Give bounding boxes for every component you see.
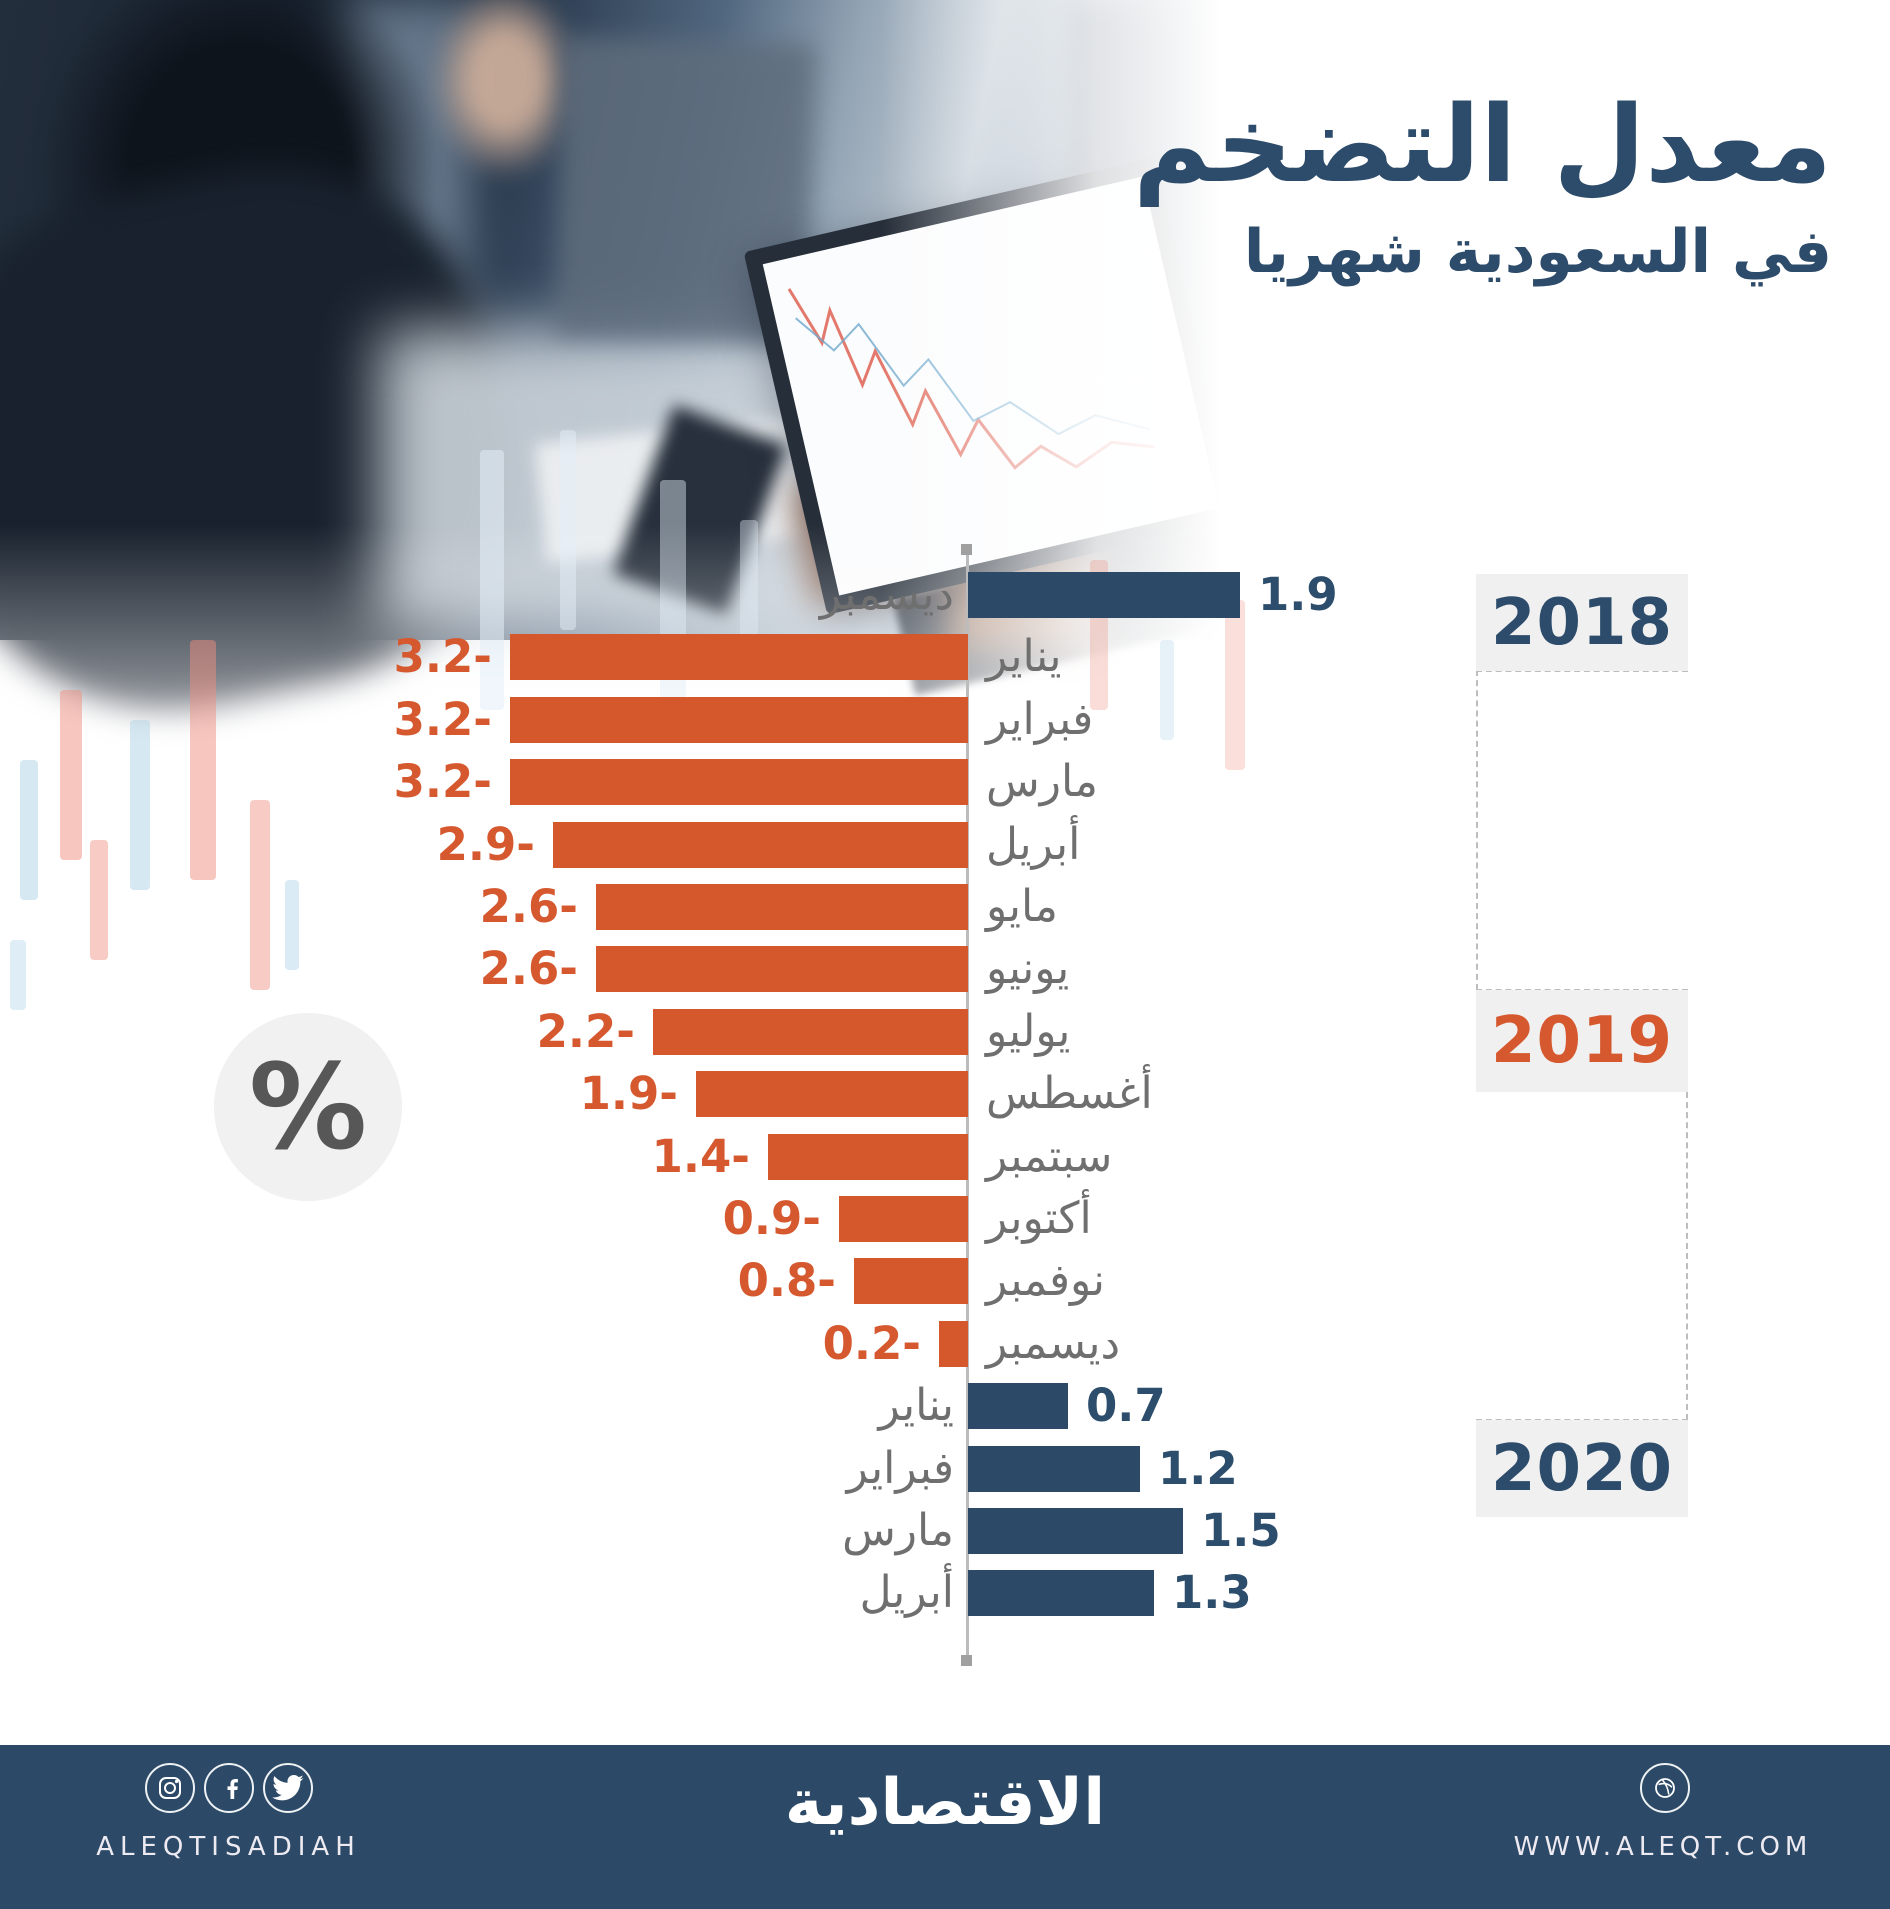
month-label: فبراير bbox=[986, 694, 1094, 745]
month-label: مارس bbox=[842, 1505, 954, 1556]
value-label: 0.7 bbox=[1086, 1379, 1166, 1432]
candlestick-decoration bbox=[660, 480, 686, 720]
month-label: ديسمبر bbox=[819, 569, 954, 620]
month-label: سبتمبر bbox=[986, 1131, 1113, 1182]
title-block: معدل التضخم في السعودية شهريا bbox=[1133, 83, 1832, 287]
year-label: 2020 bbox=[1490, 1431, 1674, 1506]
value-label: 1.2 bbox=[1158, 1442, 1238, 1495]
facebook-icon bbox=[204, 1763, 254, 1813]
year-chip-2020: 2020 bbox=[1476, 1420, 1688, 1517]
inflation-bar bbox=[510, 697, 968, 743]
value-label: 0.2- bbox=[822, 1317, 921, 1370]
axis-cap-bottom bbox=[961, 1655, 972, 1666]
inflation-bar bbox=[510, 634, 968, 680]
inflation-bar bbox=[968, 1383, 1068, 1429]
instagram-icon bbox=[145, 1763, 195, 1813]
brand-logo: الاقتصادية bbox=[784, 1766, 1106, 1840]
year-rail-dash bbox=[1476, 670, 1478, 990]
month-label: أكتوبر bbox=[986, 1193, 1092, 1244]
percent-symbol: % bbox=[248, 1038, 368, 1176]
candlestick-decoration bbox=[130, 720, 150, 890]
value-label: 3.2- bbox=[393, 693, 492, 746]
year-chip-2018: 2018 bbox=[1476, 574, 1688, 671]
inflation-bar bbox=[968, 1508, 1183, 1554]
month-label: يناير bbox=[878, 1380, 954, 1431]
candlestick-decoration bbox=[480, 450, 504, 710]
year-rail-dash bbox=[1476, 670, 1688, 672]
value-label: 1.5 bbox=[1201, 1504, 1281, 1557]
candlestick-decoration bbox=[1160, 640, 1174, 740]
inflation-bar bbox=[968, 1446, 1140, 1492]
month-label: يوليو bbox=[986, 1006, 1071, 1057]
value-label: 1.4- bbox=[651, 1130, 750, 1183]
candlestick-decoration bbox=[285, 880, 299, 970]
month-label: نوفمبر bbox=[986, 1255, 1106, 1306]
inflation-bar bbox=[653, 1009, 968, 1055]
page-subtitle: في السعودية شهريا bbox=[1243, 216, 1832, 287]
month-label: أبريل bbox=[859, 1567, 954, 1618]
candlestick-decoration bbox=[60, 690, 82, 860]
page-title: معدل التضخم bbox=[1133, 83, 1832, 206]
inflation-bar bbox=[696, 1071, 968, 1117]
month-label: يونيو bbox=[986, 943, 1070, 994]
dribbble-icon bbox=[1640, 1763, 1690, 1813]
value-label: 2.9- bbox=[436, 818, 535, 871]
inflation-bar bbox=[510, 759, 968, 805]
value-label: 3.2- bbox=[393, 630, 492, 683]
year-rail-dash bbox=[1686, 1092, 1688, 1420]
month-label: يناير bbox=[986, 631, 1062, 682]
month-label: أغسطس bbox=[986, 1068, 1153, 1119]
hero-photo bbox=[0, 0, 1260, 1050]
candlestick-decoration bbox=[190, 640, 216, 880]
value-label: 2.6- bbox=[479, 880, 578, 933]
inflation-bar bbox=[768, 1134, 968, 1180]
inflation-bar bbox=[968, 1570, 1154, 1616]
month-label: مايو bbox=[986, 881, 1058, 932]
month-label: فبراير bbox=[846, 1443, 954, 1494]
value-label: 0.8- bbox=[737, 1254, 836, 1307]
year-chip-2019: 2019 bbox=[1476, 990, 1688, 1092]
value-label: 1.9- bbox=[579, 1067, 678, 1120]
twitter-icon bbox=[263, 1763, 313, 1813]
candlestick-decoration bbox=[560, 430, 576, 630]
inflation-bar bbox=[968, 572, 1240, 618]
candlestick-decoration bbox=[10, 940, 26, 1010]
value-label: 1.9 bbox=[1258, 568, 1338, 621]
candlestick-decoration bbox=[250, 800, 270, 990]
year-label: 2018 bbox=[1490, 585, 1674, 660]
inflation-bar bbox=[854, 1258, 968, 1304]
social-handle: ALEQTISADIAH bbox=[96, 1832, 361, 1862]
axis-cap-top bbox=[961, 544, 972, 555]
candlestick-decoration bbox=[90, 840, 108, 960]
footer-bar: ALEQTISADIAH الاقتصادية WWW.ALEQT.COM bbox=[0, 1745, 1890, 1909]
inflation-bar bbox=[553, 822, 968, 868]
inflation-bar bbox=[839, 1196, 968, 1242]
percent-badge: % bbox=[214, 1013, 402, 1201]
inflation-bar bbox=[596, 884, 968, 930]
month-label: ديسمبر bbox=[986, 1318, 1121, 1369]
candlestick-decoration bbox=[20, 760, 38, 900]
value-label: 2.6- bbox=[479, 942, 578, 995]
month-label: مارس bbox=[986, 756, 1098, 807]
inflation-bar bbox=[596, 946, 968, 992]
candlestick-decoration bbox=[1225, 600, 1245, 770]
month-label: أبريل bbox=[986, 819, 1081, 870]
value-label: 3.2- bbox=[393, 755, 492, 808]
inflation-bar bbox=[939, 1321, 968, 1367]
value-label: 0.9- bbox=[722, 1192, 821, 1245]
website-url: WWW.ALEQT.COM bbox=[1513, 1832, 1813, 1862]
value-label: 2.2- bbox=[536, 1005, 635, 1058]
value-label: 1.3 bbox=[1172, 1566, 1252, 1619]
year-label: 2019 bbox=[1490, 1004, 1674, 1078]
